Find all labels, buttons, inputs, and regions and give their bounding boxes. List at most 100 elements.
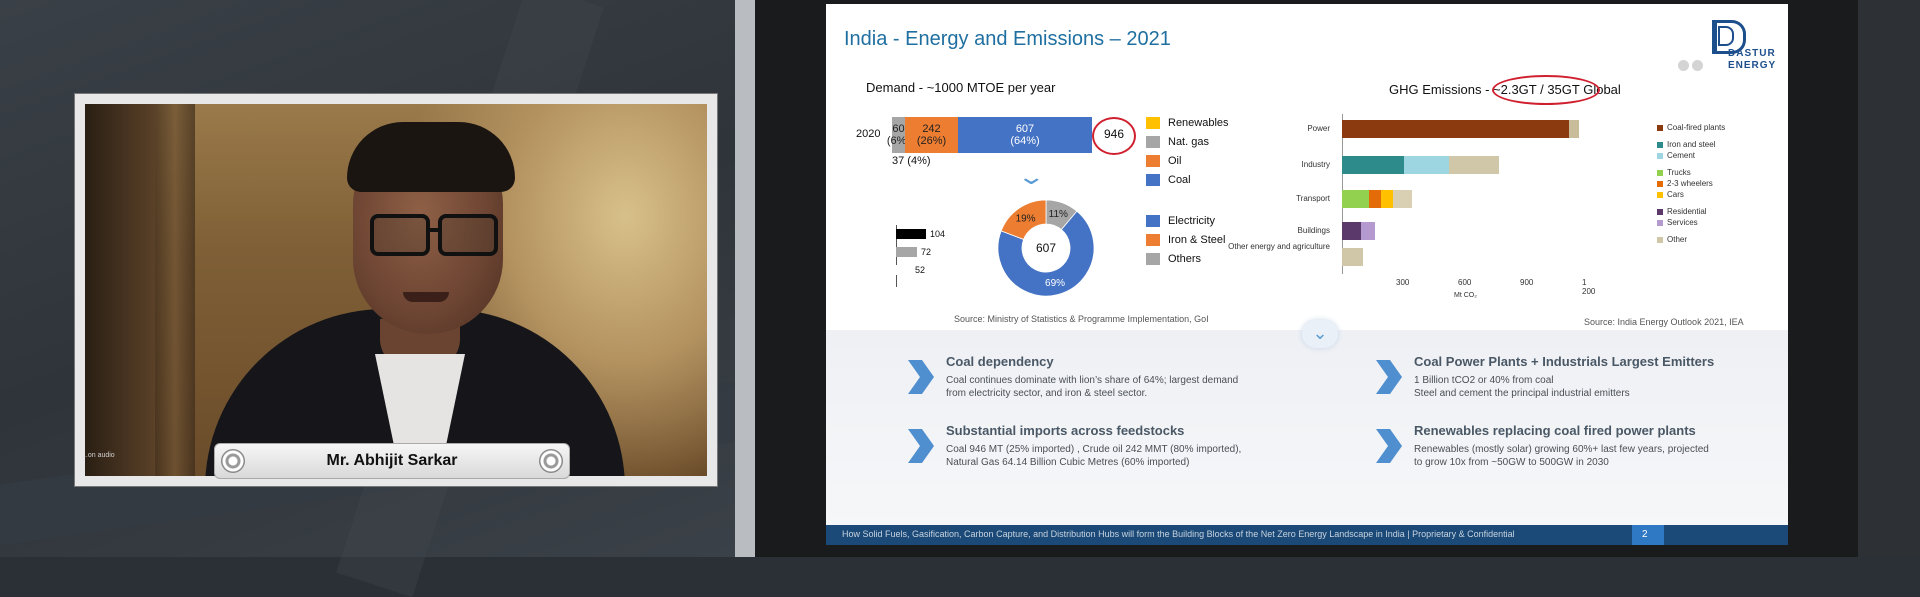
ghg-circle-annotation <box>1492 75 1600 105</box>
ghg-legend: Coal-fired plants Iron and steel Cement Tru… <box>1657 122 1725 245</box>
ghg-row-label: Power <box>1307 124 1330 133</box>
legend-swatch <box>1146 117 1160 129</box>
legend-swatch <box>1657 169 1663 176</box>
legend-label: Nat. gas <box>1168 136 1209 148</box>
coal-legend-item: Iron & Steel <box>1146 233 1225 247</box>
video-corner-text: ...on audio <box>82 452 115 459</box>
page-number: 2 <box>1632 525 1664 545</box>
legend-swatch <box>1146 215 1160 227</box>
mini-bar: 104 <box>896 229 945 239</box>
ghg-unit-label: Mt CO₂ <box>1454 292 1477 299</box>
speaker-name-plate: Mr. Abhijit Sarkar <box>214 443 570 479</box>
legend-swatch <box>1657 219 1663 226</box>
legend-swatch <box>1657 208 1663 215</box>
source-left: Source: Ministry of Statistics & Program… <box>954 314 1209 324</box>
point-title: Coal Power Plants + Industrials Largest … <box>1414 354 1715 369</box>
ghg-bar-segment <box>1342 190 1369 208</box>
demand-bar-segment: 242 (26%) <box>905 117 958 153</box>
ghg-legend-item: 2-3 wheelers <box>1657 178 1725 189</box>
legend-swatch <box>1146 234 1160 246</box>
ghg-tick-label: 1 200 <box>1582 278 1596 296</box>
chevron-right-icon <box>1376 360 1402 394</box>
legend-label: Other <box>1667 235 1688 244</box>
speaker-video <box>85 104 707 476</box>
chevron-right-icon <box>1376 429 1402 463</box>
coal-mini-bars: 104 72 52 <box>896 225 945 287</box>
ghg-row-label: Other energy and agriculture <box>1228 242 1330 251</box>
demand-legend: Renewables Nat. gas Oil Coal <box>1146 116 1229 192</box>
mini-bar-label: 72 <box>921 247 932 257</box>
ghg-bar-segment <box>1381 190 1393 208</box>
legend-label: Trucks <box>1667 168 1691 177</box>
legend-swatch <box>1146 253 1160 265</box>
ghg-bar-chart: Power Industry Transport Buildings Other ene… <box>1220 114 1595 299</box>
legend-label: Coal-fired plants <box>1667 123 1726 132</box>
demand-year: 2020 <box>856 128 881 140</box>
ghg-bar-segment <box>1361 222 1375 240</box>
demand-legend-item: Coal <box>1146 173 1229 187</box>
ghg-bar <box>1342 248 1363 266</box>
mini-bar: 72 <box>896 247 931 257</box>
legend-label: Oil <box>1168 155 1182 167</box>
demand-legend-item: Renewables <box>1146 116 1229 130</box>
legend-label: Iron & Steel <box>1168 234 1226 246</box>
ghg-row-label: Industry <box>1301 160 1330 169</box>
legend-label: Electricity <box>1168 215 1216 227</box>
legend-swatch <box>1657 191 1663 198</box>
ghg-tick-label: 900 <box>1520 278 1534 287</box>
legend-swatch <box>1146 174 1160 186</box>
chevron-right-icon <box>908 360 934 394</box>
mini-bar-label: 52 <box>915 265 926 275</box>
ghg-legend-item: Trucks <box>1657 167 1725 178</box>
legend-swatch <box>1657 236 1663 243</box>
donut-slice-label: 69% <box>1045 278 1065 289</box>
ghg-bar-segment <box>1569 120 1579 138</box>
logo-line2: ENERGY <box>1728 60 1777 71</box>
renewables-note: 37 (4%) <box>892 155 931 167</box>
mini-bar-label: 104 <box>930 229 946 239</box>
coal-legend: Electricity Iron & Steel Others <box>1146 214 1225 271</box>
point-text: Coal 946 MT (25% imported) , Crude oil 2… <box>946 444 1242 468</box>
demand-bar-segment: 607 (64%) <box>958 117 1092 153</box>
legend-swatch <box>1657 180 1663 187</box>
legend-label: Renewables <box>1168 117 1229 129</box>
ghg-bar <box>1342 156 1499 174</box>
ghg-legend-item: Cars <box>1657 189 1725 200</box>
donut-center-label: 607 <box>1036 241 1056 255</box>
coal-legend-item: Electricity <box>1146 214 1225 228</box>
legend-label: Services <box>1667 218 1698 227</box>
donut-slice-label: 19% <box>1016 213 1036 224</box>
nameplate-ring-icon <box>221 449 245 473</box>
demand-legend-item: Oil <box>1146 154 1229 168</box>
legend-label: Residential <box>1667 207 1707 216</box>
legend-swatch <box>1146 136 1160 148</box>
legend-label: Iron and steel <box>1667 140 1716 149</box>
speaker-video-tile[interactable] <box>74 93 718 487</box>
logo-line1: DASTUR <box>1728 48 1776 59</box>
legend-swatch <box>1146 155 1160 167</box>
ghg-bar <box>1342 222 1375 240</box>
legend-label: Cement <box>1667 151 1696 160</box>
ghg-bar <box>1342 120 1579 138</box>
ghg-bar-segment <box>1393 190 1412 208</box>
ghg-row-label: Transport <box>1296 194 1330 203</box>
total-circle-annotation <box>1092 117 1136 155</box>
legend-label: Others <box>1168 253 1202 265</box>
ghg-legend-item: Cement <box>1657 150 1725 161</box>
coal-legend-item: Others <box>1146 252 1225 266</box>
footer-text: How Solid Fuels, Gasification, Carbon Ca… <box>842 529 1515 539</box>
ghg-legend-item: Coal-fired plants <box>1657 122 1725 133</box>
legend-swatch <box>1657 152 1663 159</box>
point-title: Coal dependency <box>946 354 1054 369</box>
ghg-bar <box>1342 190 1412 208</box>
demand-total: 946 <box>1104 127 1125 141</box>
point-title: Substantial imports across feedstocks <box>946 423 1185 438</box>
key-points-panel <box>826 330 1788 528</box>
nameplate-ring-icon <box>539 449 563 473</box>
slide-nav-dots <box>1678 58 1706 76</box>
ghg-legend-item: Services <box>1657 217 1725 228</box>
right-edge <box>1858 0 1920 557</box>
demand-title: Demand - ~1000 MTOE per year <box>866 80 1056 95</box>
ghg-bar-segment <box>1342 120 1569 138</box>
legend-label: 2-3 wheelers <box>1667 179 1713 188</box>
